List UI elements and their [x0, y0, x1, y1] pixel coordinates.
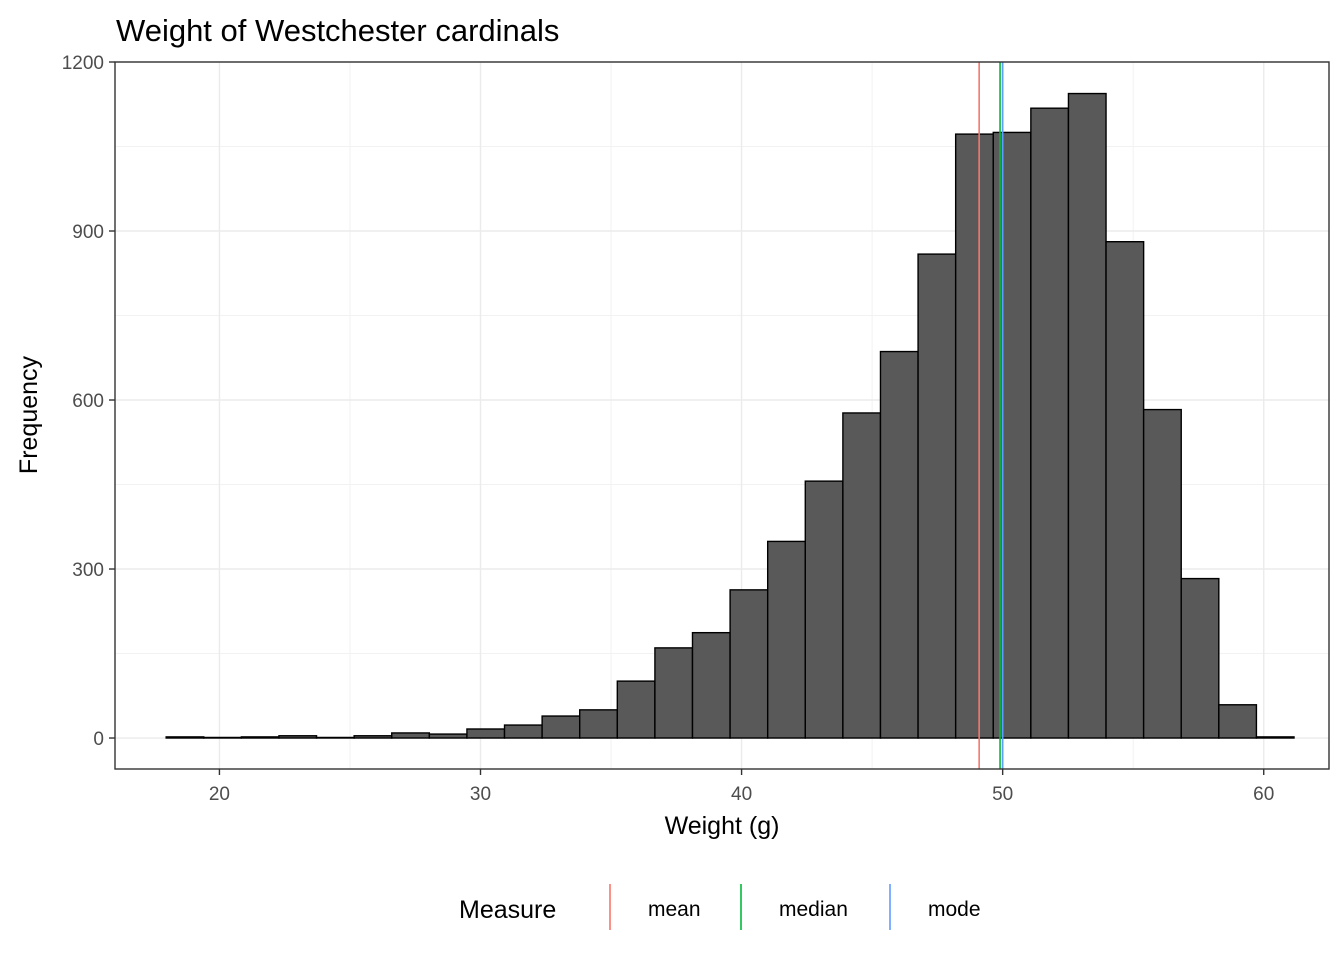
y-axis-title: Frequency — [15, 355, 43, 474]
histogram-bar — [842, 412, 882, 739]
histogram-bar — [503, 724, 543, 739]
legend-entries: mean median mode — [609, 884, 981, 930]
histogram-bar — [315, 736, 355, 739]
histogram-bar — [541, 715, 581, 739]
x-tick-label: 40 — [731, 784, 752, 805]
x-tick-label: 30 — [470, 784, 491, 805]
legend-title: Measure — [459, 896, 556, 924]
y-tick-label: 0 — [93, 729, 104, 750]
reference-lines — [978, 62, 1004, 769]
histogram-bar — [691, 631, 731, 739]
histogram-bar — [165, 736, 205, 739]
histogram-bar — [766, 540, 806, 739]
histogram-bar — [1142, 408, 1182, 739]
histogram-bar — [353, 735, 393, 739]
histogram-bar — [1030, 107, 1070, 739]
histogram-bars — [165, 92, 1295, 739]
histogram-bar — [917, 253, 957, 739]
histogram-bar — [240, 736, 280, 739]
x-axis: 20 30 40 50 60 — [209, 769, 1274, 805]
histogram-bar — [1067, 92, 1107, 739]
plot-panel-border — [114, 61, 1330, 770]
histogram-bar — [804, 480, 844, 739]
histogram-bar — [729, 589, 769, 739]
y-tick-label: 300 — [72, 560, 104, 581]
histogram-bar — [1218, 704, 1258, 739]
y-tick-label: 1200 — [62, 53, 104, 74]
histogram-bar — [879, 350, 919, 739]
histogram-bar — [579, 709, 619, 739]
legend-label-median: median — [779, 898, 848, 921]
y-axis: 0 300 600 900 1200 — [62, 53, 115, 750]
histogram-bar — [992, 131, 1032, 739]
y-tick-label: 600 — [72, 391, 104, 412]
legend: Measure mean median mode — [459, 884, 981, 930]
histogram-bar — [1180, 577, 1220, 739]
x-tick-label: 60 — [1253, 784, 1274, 805]
histogram-bar — [616, 680, 656, 739]
histogram-bar — [654, 647, 694, 739]
histogram-bar — [466, 728, 506, 739]
histogram-bar — [954, 133, 994, 739]
x-tick-label: 20 — [209, 784, 230, 805]
legend-label-mode: mode — [928, 898, 981, 921]
histogram-bar — [391, 732, 431, 739]
y-tick-label: 900 — [72, 222, 104, 243]
histogram-bar — [203, 736, 243, 739]
histogram-bar — [1105, 241, 1145, 739]
x-tick-label: 50 — [992, 784, 1013, 805]
histogram-bar — [1255, 736, 1295, 739]
legend-label-mean: mean — [648, 898, 701, 921]
chart-title: Weight of Westchester cardinals — [116, 13, 559, 48]
histogram-bar — [428, 733, 468, 739]
histogram-bar — [278, 735, 318, 739]
x-axis-title: Weight (g) — [665, 812, 780, 840]
